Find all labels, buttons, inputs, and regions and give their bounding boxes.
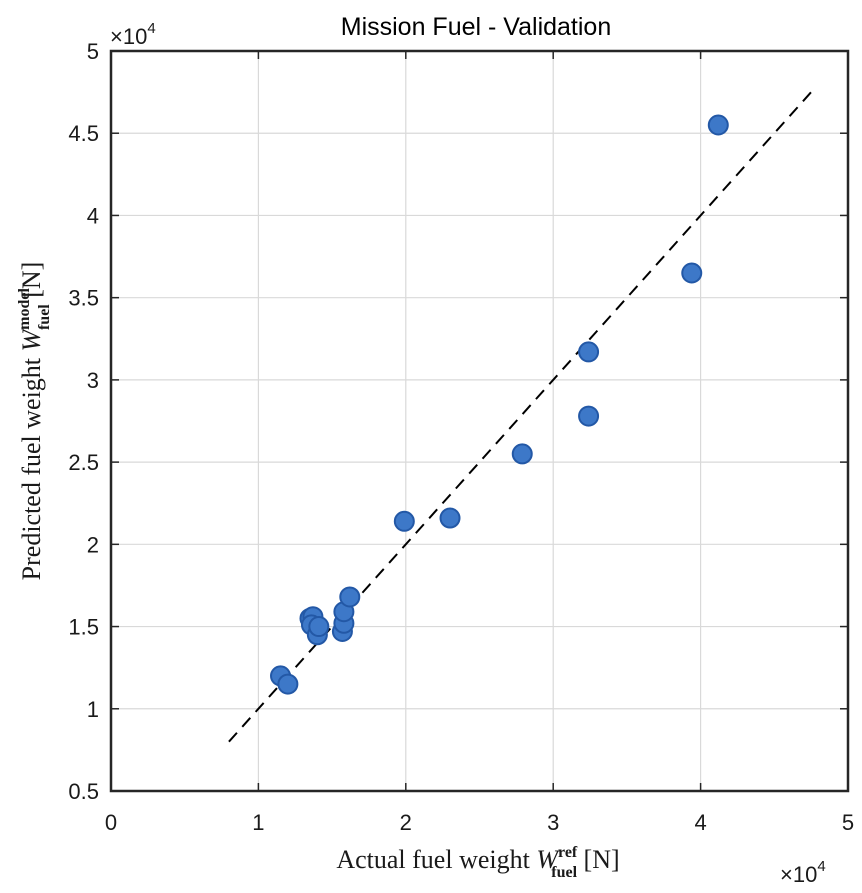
- data-point: [308, 616, 330, 638]
- x-axis-label: Actual fuel weight Wref fuel [N]: [336, 844, 619, 881]
- x-tick-label: 1: [252, 810, 264, 835]
- data-point: [439, 507, 461, 529]
- y-tick-label: 1: [87, 697, 99, 722]
- y-tick-label: 5: [87, 39, 99, 64]
- y-tick-label: 4.5: [68, 121, 99, 146]
- x-tick-label: 3: [547, 810, 559, 835]
- plot-area: [111, 51, 848, 791]
- data-point: [707, 114, 729, 136]
- plot-frame: [109, 49, 850, 793]
- data-point: [578, 405, 600, 427]
- x-tick-label: 0: [105, 810, 117, 835]
- scatter-points: [270, 114, 729, 695]
- x-tick-label: 4: [694, 810, 706, 835]
- x-multiplier: ×104: [780, 858, 826, 887]
- y-tick-label: 3.5: [68, 286, 99, 311]
- x-tick-label: 2: [400, 810, 412, 835]
- y-tick-label: 0.5: [68, 779, 99, 804]
- grid-lines: [110, 50, 849, 792]
- y-multiplier: ×104: [110, 20, 156, 49]
- y-tick-labels: 0.5 1 1.5 2 2.5 3 3.5 4 4.5 5: [68, 39, 99, 804]
- x-tick-labels: 0 1 2 3 4 5: [105, 810, 854, 835]
- data-point: [277, 673, 299, 695]
- data-point: [578, 341, 600, 363]
- data-point: [393, 510, 415, 532]
- y-axis-label: Predicted fuel weight Wmodel fuel [N]: [16, 262, 53, 581]
- chart-title: Mission Fuel - Validation: [341, 13, 611, 41]
- x-tick-label: 5: [842, 810, 854, 835]
- y-tick-label: 2: [87, 532, 99, 557]
- data-point: [511, 443, 533, 465]
- y-tick-label: 2.5: [68, 450, 99, 475]
- y-tick-label: 1.5: [68, 615, 99, 640]
- data-point: [681, 262, 703, 284]
- y-tick-label: 3: [87, 368, 99, 393]
- data-point: [339, 586, 361, 608]
- y-tick-label: 4: [87, 203, 99, 228]
